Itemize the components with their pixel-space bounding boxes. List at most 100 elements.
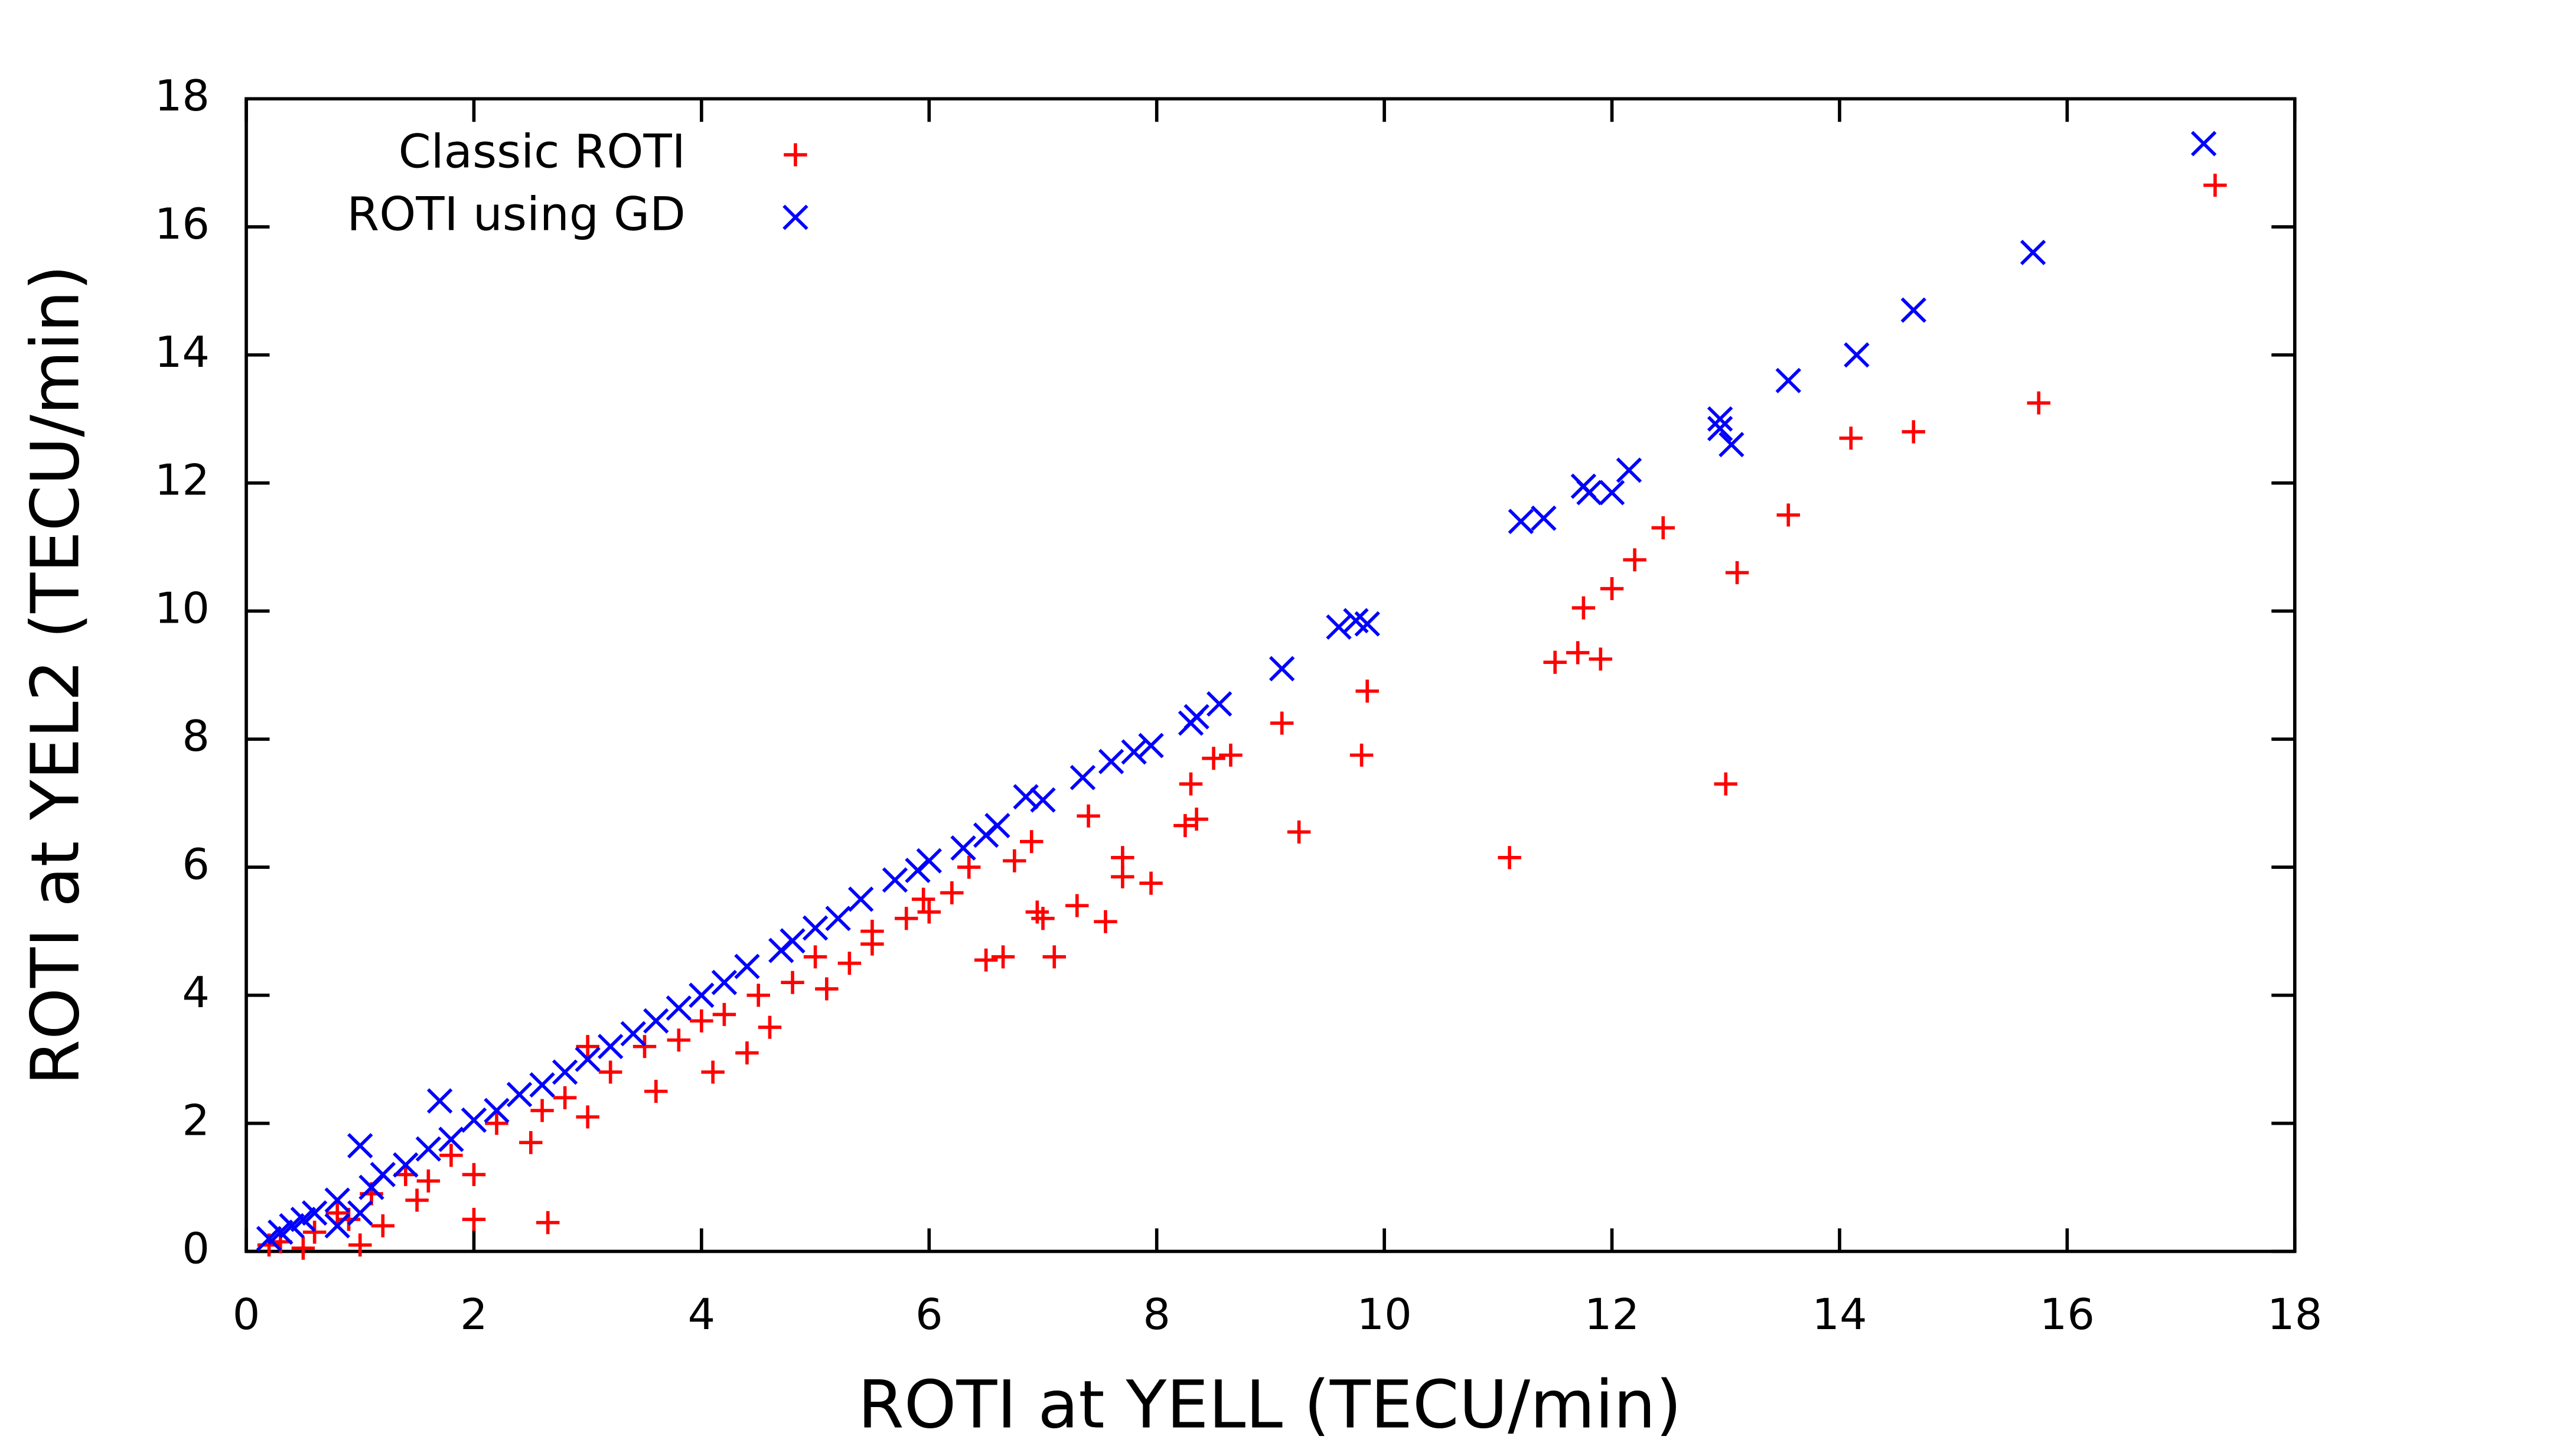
point [1287,820,1311,844]
point [347,1200,373,1226]
point [462,1207,486,1231]
point [256,1226,282,1252]
legend-label: ROTI using GD [347,187,686,242]
point [1498,846,1521,870]
point [371,1214,395,1238]
point [1094,910,1117,933]
point [1623,548,1646,572]
point [2203,174,2227,197]
point [667,1028,691,1052]
point [1065,894,1089,917]
point [917,900,941,924]
point [576,1035,599,1059]
point [911,887,935,911]
point [1206,691,1232,717]
point [2190,131,2217,157]
x-tick-label: 18 [2267,1290,2322,1340]
point [279,1213,305,1239]
x-tick-label: 6 [915,1290,943,1340]
y-tick-label: 6 [182,839,210,890]
point [1173,814,1197,838]
point [426,1088,453,1114]
y-tick-label: 8 [182,712,210,762]
point [1775,367,1801,393]
x-tick-label: 12 [1584,1290,1639,1340]
point [576,1105,599,1129]
point [597,1034,624,1060]
point [735,1041,759,1064]
point [393,1152,419,1178]
point [895,907,918,930]
point [348,1233,372,1257]
point [2020,239,2046,265]
point [1343,608,1369,634]
point [882,867,908,893]
point [746,984,770,1007]
point [1599,480,1625,506]
point [781,971,804,994]
y-tick-label: 16 [155,199,210,249]
point [1902,420,1925,444]
point [301,1200,328,1226]
point [1531,505,1557,531]
point [1185,807,1208,831]
point [620,1021,646,1047]
point [1571,596,1596,620]
point [666,995,692,1021]
point [1566,641,1590,665]
point [461,1107,487,1133]
point [701,1060,725,1084]
point [325,1201,349,1225]
point [1725,561,1749,584]
point [598,1060,622,1084]
x-tick-label: 2 [460,1290,488,1340]
point [439,1144,463,1167]
point [324,1213,350,1239]
y-axis-label: ROTI at YEL2 (TECU/min) [17,265,94,1085]
point [324,1187,350,1213]
point [734,953,760,979]
point [1178,710,1204,736]
point [415,1136,442,1162]
point [1025,900,1049,924]
point [644,1079,668,1103]
point [689,982,715,1008]
point [1270,711,1294,735]
point [957,855,981,879]
y-tick-label: 2 [182,1096,210,1146]
x-axis-label: ROTI at YELL (TECU/min) [857,1367,1681,1443]
point [1651,516,1675,540]
point [1179,772,1203,796]
point [905,858,931,883]
point [1543,650,1567,674]
y-tick-label: 10 [155,584,210,634]
point [438,1126,464,1152]
point [1326,614,1352,640]
plot-frame [244,97,2297,1253]
point [506,1082,533,1108]
point [1121,739,1147,765]
point [803,945,827,969]
x-tick-label: 10 [1357,1290,1412,1340]
point [1098,748,1124,774]
point [1719,432,1744,458]
legend-marker [782,204,808,230]
point [1139,871,1163,895]
point [1839,426,1863,450]
y-tick-label: 18 [155,71,210,122]
point [1019,830,1044,854]
point [712,1002,736,1026]
y-tick-label: 14 [155,327,210,377]
point [780,928,806,954]
y-tick-label: 0 [182,1224,210,1274]
point [825,906,851,932]
point [291,1236,315,1260]
point [1202,747,1225,770]
point [2027,391,2050,415]
point [1576,480,1602,506]
point [1707,406,1733,432]
y-tick-label: 4 [182,968,210,1018]
point [530,1099,554,1122]
